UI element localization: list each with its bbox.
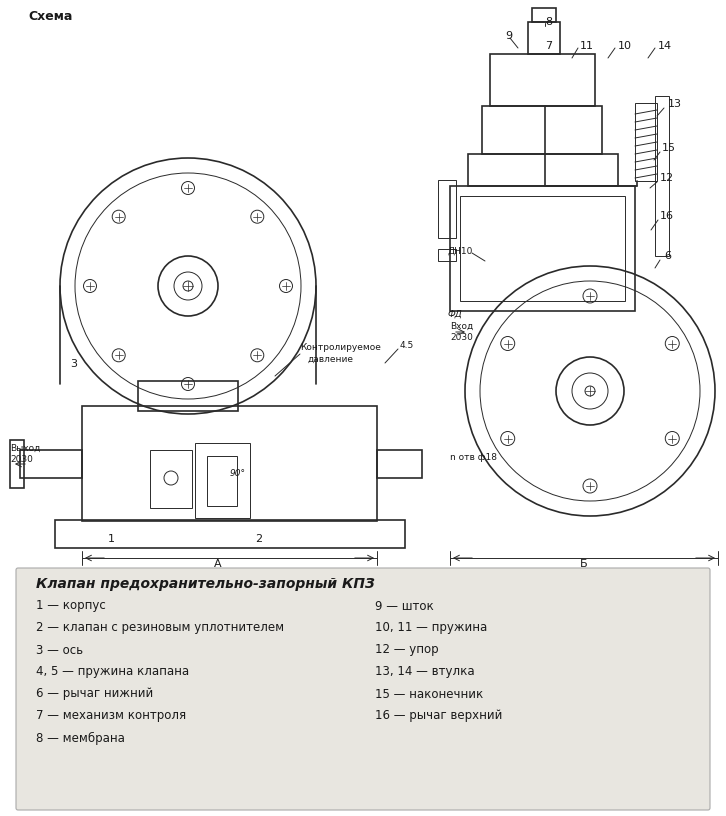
Text: ДН10: ДН10 <box>448 246 473 255</box>
Text: 12 — упор: 12 — упор <box>375 644 439 657</box>
Text: 2030: 2030 <box>450 332 473 342</box>
Bar <box>468 154 618 186</box>
Text: 8 — мембрана: 8 — мембрана <box>36 731 125 744</box>
Text: 4, 5 — пружина клапана: 4, 5 — пружина клапана <box>36 666 189 678</box>
Text: 6: 6 <box>664 251 671 261</box>
Bar <box>460 196 625 301</box>
Text: 13, 14 — втулка: 13, 14 — втулка <box>375 666 475 678</box>
Text: 10, 11 — пружина: 10, 11 — пружина <box>375 622 487 635</box>
Text: Контролируемое: Контролируемое <box>300 344 381 353</box>
Text: 7: 7 <box>545 41 552 51</box>
Text: 9 — шток: 9 — шток <box>375 600 433 613</box>
Bar <box>207 456 237 506</box>
Bar <box>10 440 24 488</box>
Text: Схема: Схема <box>28 10 73 23</box>
Bar <box>195 443 250 518</box>
Text: 1 — корпус: 1 — корпус <box>36 600 106 613</box>
Text: 6 — рычаг нижний: 6 — рычаг нижний <box>36 688 153 700</box>
Bar <box>138 381 238 411</box>
Text: 9: 9 <box>505 31 512 41</box>
Text: n отв ф18: n отв ф18 <box>450 454 497 463</box>
Text: 15: 15 <box>662 143 676 153</box>
Text: 16: 16 <box>660 211 674 221</box>
Bar <box>450 186 635 311</box>
Bar <box>377 450 422 478</box>
Text: 14: 14 <box>658 41 672 51</box>
Bar <box>482 106 602 154</box>
Bar <box>20 450 82 478</box>
Text: А: А <box>214 559 222 569</box>
Bar <box>490 54 595 106</box>
Text: 15 — наконечник: 15 — наконечник <box>375 688 484 700</box>
Bar <box>438 249 456 261</box>
Text: 4.5: 4.5 <box>400 342 415 351</box>
Text: 90°: 90° <box>230 469 246 478</box>
Text: Б: Б <box>580 559 588 569</box>
Text: 2030: 2030 <box>10 455 33 463</box>
Bar <box>528 22 560 54</box>
Text: 8: 8 <box>545 17 552 27</box>
Bar <box>635 103 657 181</box>
Text: 12: 12 <box>660 173 674 183</box>
Bar <box>82 406 377 521</box>
Text: 3 — ось: 3 — ось <box>36 644 83 657</box>
Text: 11: 11 <box>580 41 594 51</box>
Text: 3: 3 <box>70 359 77 369</box>
Text: 7 — механизм контроля: 7 — механизм контроля <box>36 709 186 722</box>
Text: 16 — рычаг верхний: 16 — рычаг верхний <box>375 709 502 722</box>
Text: Вход: Вход <box>450 322 473 330</box>
Bar <box>438 180 456 238</box>
Text: 13: 13 <box>668 99 682 109</box>
Text: 2: 2 <box>255 534 262 544</box>
Text: 10: 10 <box>618 41 632 51</box>
Text: Выход: Выход <box>10 444 41 453</box>
Bar <box>532 8 556 22</box>
Text: 1: 1 <box>108 534 115 544</box>
Text: ФД: ФД <box>448 309 462 318</box>
Bar <box>55 520 405 548</box>
FancyBboxPatch shape <box>16 568 710 810</box>
Text: Клапан предохранительно-запорный КПЗ: Клапан предохранительно-запорный КПЗ <box>36 577 375 591</box>
Text: 2 — клапан с резиновым уплотнителем: 2 — клапан с резиновым уплотнителем <box>36 622 284 635</box>
Bar <box>655 96 669 256</box>
Bar <box>150 450 192 508</box>
Text: давление: давление <box>308 354 354 363</box>
